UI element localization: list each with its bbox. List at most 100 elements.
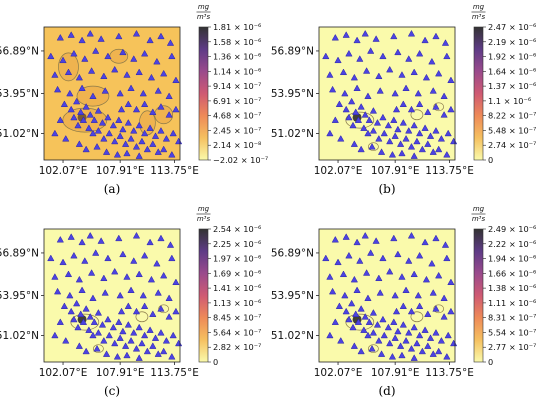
station-marker	[135, 270, 143, 278]
y-tick-label: 51.02°N	[0, 330, 39, 342]
station-marker	[111, 65, 119, 73]
station-marker	[410, 68, 418, 76]
station-marker	[168, 254, 176, 262]
station-marker	[416, 49, 424, 57]
station-marker	[390, 234, 398, 242]
station-marker	[429, 289, 437, 296]
station-marker	[90, 318, 98, 325]
station-marker	[154, 87, 162, 94]
station-marker	[348, 97, 356, 105]
station-marker	[337, 337, 345, 344]
x-tick-label: 107.91°E	[96, 165, 145, 177]
station-marker	[421, 124, 429, 131]
station-marker	[342, 31, 350, 38]
station-marker	[105, 331, 113, 339]
colorbar-tick-label: 8.31 × 10⁻⁷	[488, 313, 536, 323]
unit-denominator: m³s	[197, 215, 211, 223]
station-marker	[402, 337, 410, 344]
unit-numerator: mg	[198, 205, 210, 213]
station-marker	[165, 92, 173, 99]
station-marker	[78, 286, 86, 293]
station-marker	[426, 334, 435, 341]
station-marker	[82, 103, 90, 110]
station-marker	[70, 49, 78, 57]
station-marker	[386, 137, 394, 145]
station-marker	[89, 331, 97, 339]
station-marker	[146, 124, 154, 131]
station-marker	[165, 294, 173, 301]
station-marker	[435, 347, 443, 355]
station-marker	[447, 105, 455, 113]
station-marker	[326, 129, 334, 137]
station-marker	[119, 48, 127, 56]
station-marker	[70, 113, 78, 121]
station-marker	[89, 129, 97, 137]
station-marker	[350, 342, 358, 349]
station-marker	[130, 329, 138, 336]
station-marker	[81, 257, 89, 264]
station-marker	[130, 127, 138, 134]
station-marker	[421, 326, 429, 333]
colorbar-tick-label: 6.91 × 10⁻⁷	[213, 96, 261, 106]
station-marker	[428, 57, 436, 65]
colorbar-tick-label: 1.36 × 10⁻⁶	[213, 52, 262, 62]
station-marker	[399, 302, 407, 309]
station-marker	[116, 291, 124, 299]
station-marker	[418, 145, 426, 153]
station-marker	[345, 315, 353, 323]
station-marker	[123, 71, 131, 78]
station-marker	[354, 318, 363, 325]
station-marker	[392, 105, 401, 113]
station-marker	[443, 52, 451, 60]
station-marker	[424, 140, 432, 147]
contour-line	[58, 52, 79, 82]
station-marker	[407, 105, 416, 113]
x-tick-label: 107.91°E	[371, 165, 420, 177]
contour-line	[410, 311, 424, 323]
x-tick-label: 107.91°E	[96, 367, 145, 379]
station-marker	[432, 234, 440, 242]
station-marker	[341, 291, 349, 299]
station-marker	[62, 337, 70, 344]
station-marker	[168, 52, 176, 60]
station-marker	[418, 347, 426, 355]
station-marker	[56, 235, 64, 243]
station-marker	[157, 127, 165, 134]
station-marker	[56, 33, 64, 41]
y-tick-label: 51.02°N	[0, 128, 39, 140]
colorbar-tick-label: 2.77 × 10⁻⁷	[488, 342, 536, 352]
station-marker	[82, 145, 90, 153]
station-marker	[165, 111, 173, 118]
station-marker	[141, 49, 149, 57]
station-marker	[119, 125, 127, 133]
station-marker	[53, 85, 62, 93]
map-figure: 56.89°N 53.95°N 51.02°N 102.07°E 107.91°E 113…	[0, 205, 262, 398]
station-marker	[398, 71, 406, 78]
station-marker	[51, 71, 59, 78]
station-marker	[407, 29, 416, 37]
station-marker	[97, 237, 105, 244]
station-marker	[357, 103, 365, 110]
station-marker	[147, 73, 156, 81]
station-marker	[60, 100, 69, 107]
station-marker	[160, 271, 168, 279]
station-marker	[153, 57, 161, 65]
station-marker	[398, 273, 406, 280]
station-marker	[160, 145, 168, 153]
colorbar-tick-label: 2.74 × 10⁻⁷	[488, 140, 536, 150]
colorbar-tick-label: 5.64 × 10⁻⁷	[213, 327, 261, 337]
station-marker	[376, 87, 384, 94]
station-marker	[441, 241, 450, 248]
colorbar	[473, 228, 484, 363]
station-marker	[334, 56, 342, 64]
x-tick-label: 113.75°E	[150, 367, 199, 379]
station-marker	[86, 231, 94, 239]
station-marker	[421, 238, 429, 246]
colorbar-tick-label: 1.69 × 10⁻⁶	[213, 268, 262, 278]
station-marker	[396, 140, 405, 147]
station-marker	[93, 142, 101, 150]
station-marker	[405, 55, 413, 62]
y-tick-label: 56.89°N	[0, 45, 39, 57]
station-marker	[98, 321, 107, 328]
station-marker	[115, 116, 123, 123]
